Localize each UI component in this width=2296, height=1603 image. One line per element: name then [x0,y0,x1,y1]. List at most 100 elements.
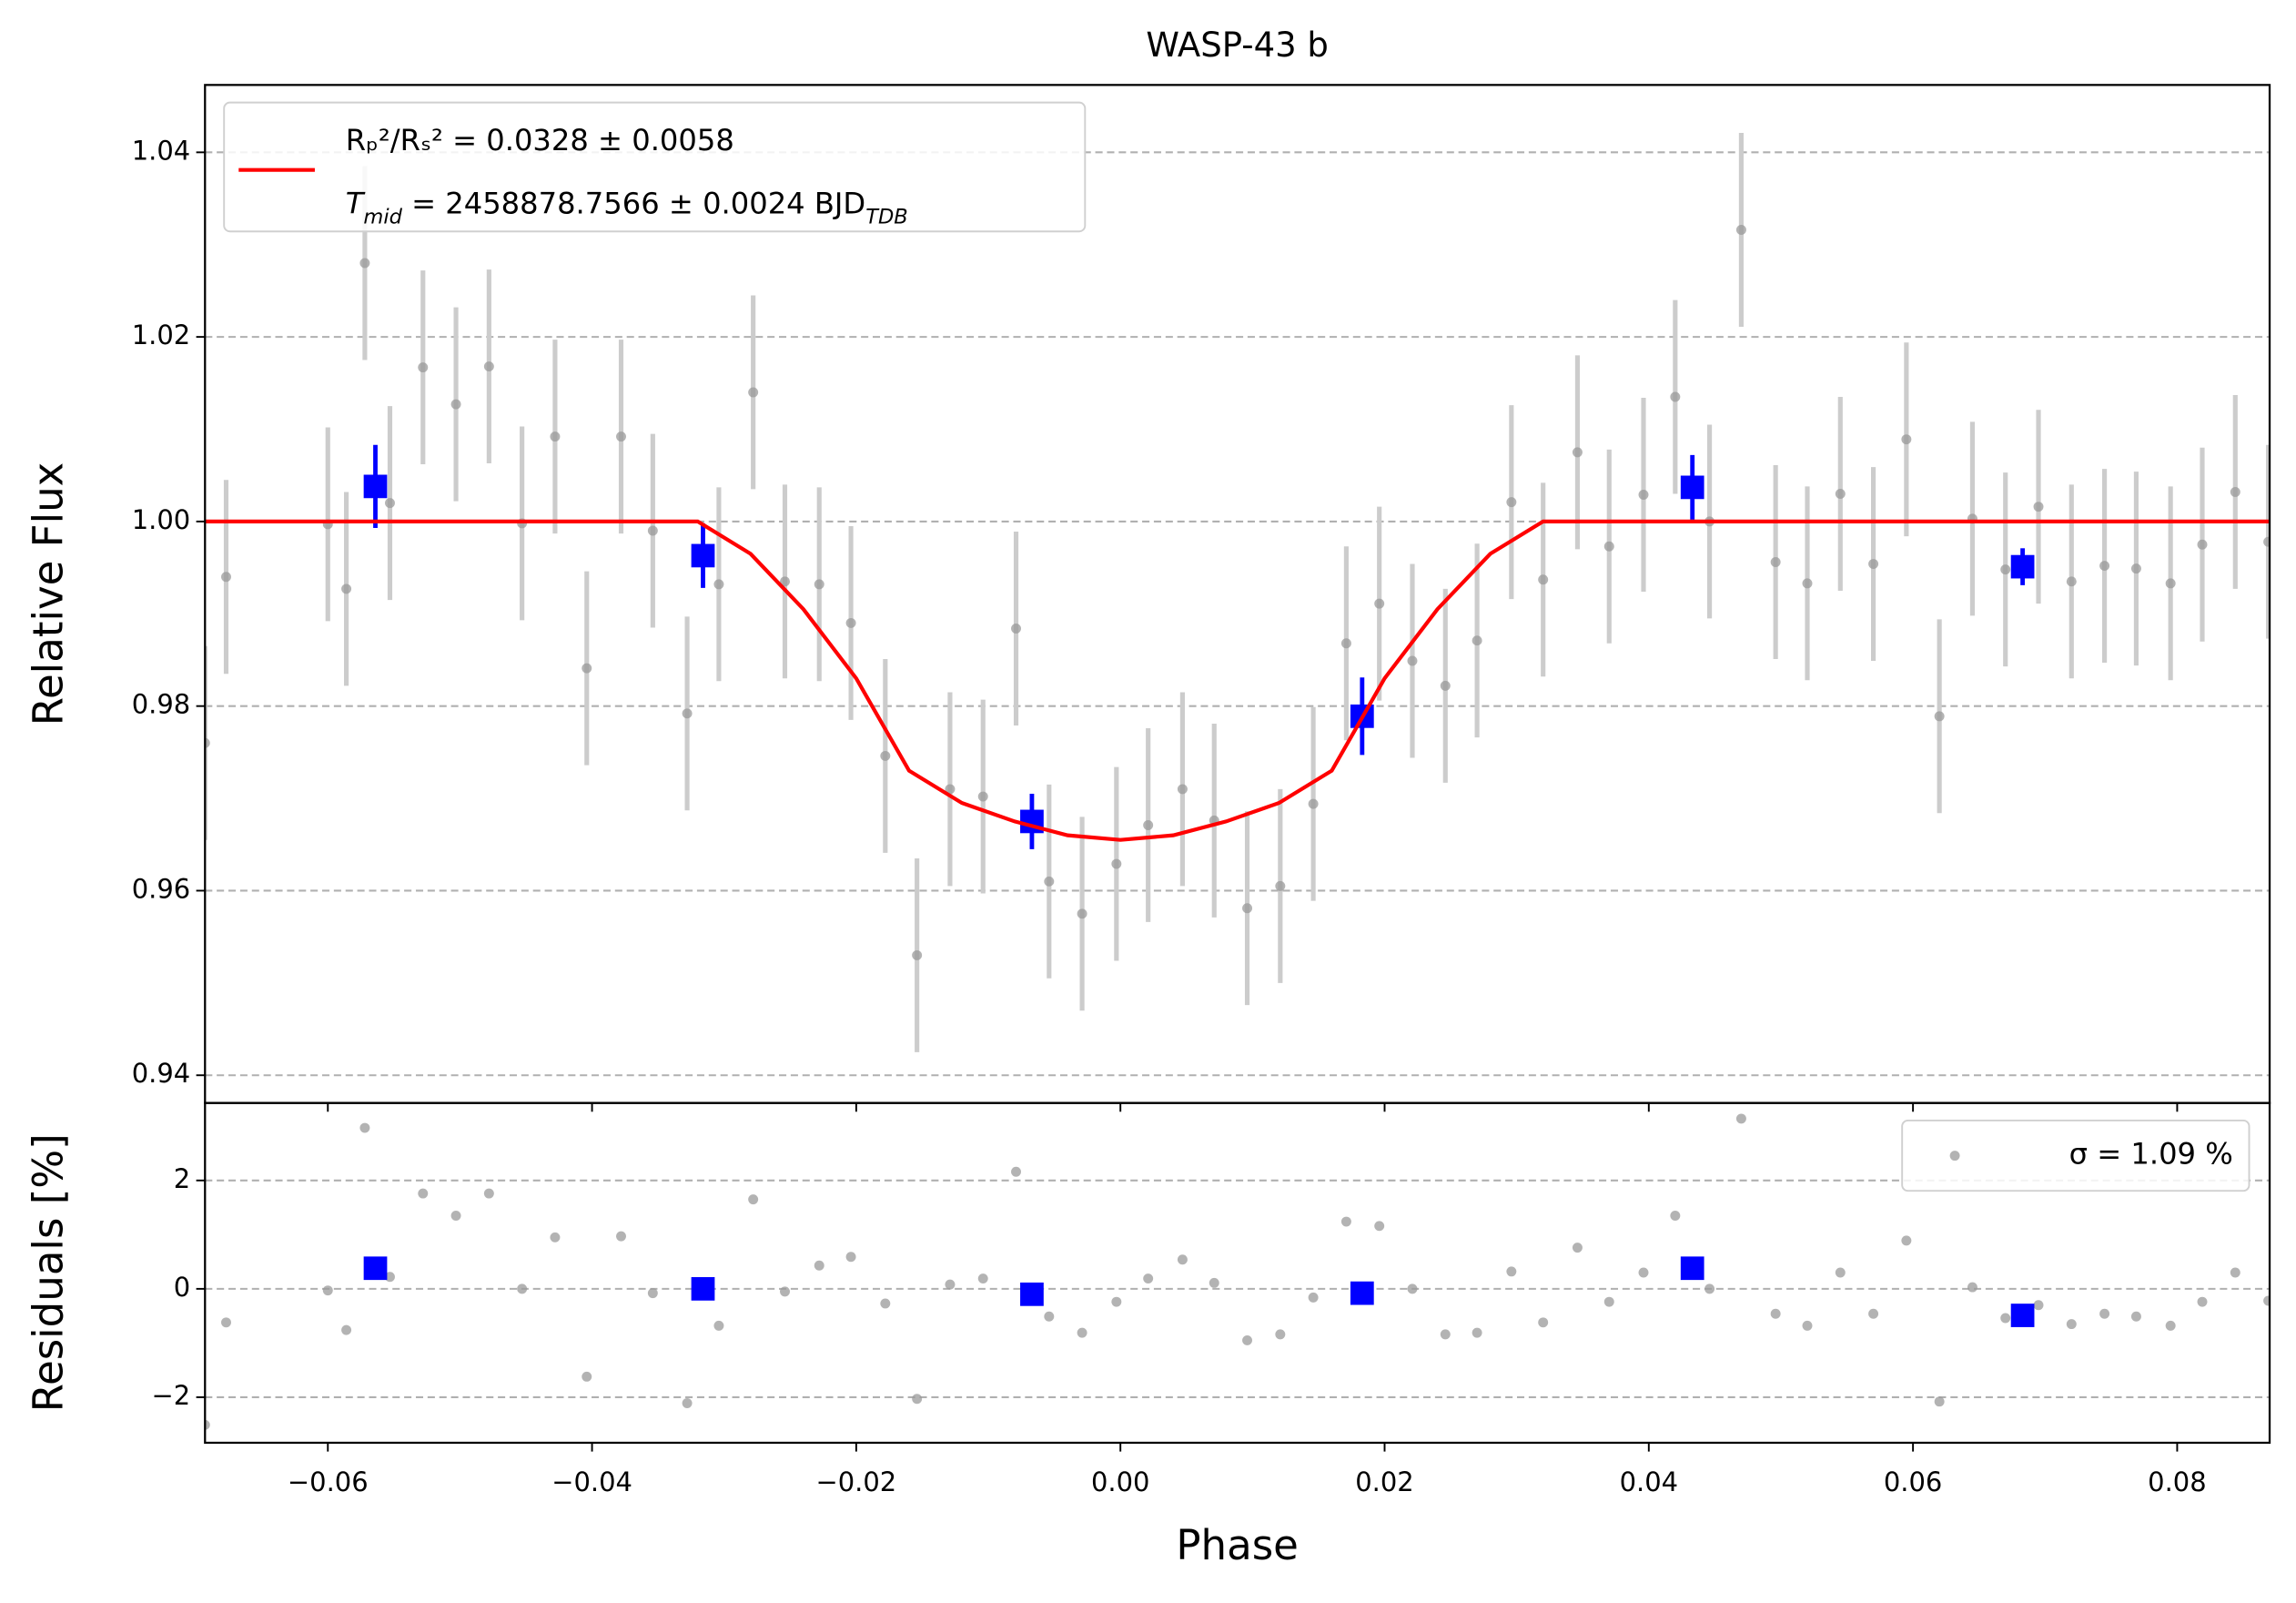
data-point [2000,564,2011,575]
data-point [977,791,988,802]
x-tick-label: 0.08 [2148,1466,2206,1497]
data-point [945,784,956,795]
x-tick-label: −0.06 [288,1466,369,1497]
data-point [1440,680,1451,691]
legend-box [1901,1119,2250,1192]
data-point [1802,578,1813,589]
data-point [517,1283,528,1294]
binned-point [1680,1256,1704,1281]
data-point [1770,557,1781,567]
data-point [1209,1277,1219,1288]
data-point [1934,1396,1945,1407]
data-point [1704,1283,1715,1294]
legend-label-part: mid [363,205,402,228]
binned-point [1020,1282,1044,1306]
data-point [748,1194,759,1205]
data-point [341,583,352,594]
data-point [1111,1296,1122,1307]
data-point [1044,1311,1055,1322]
data-point [205,1419,210,1430]
data-point [1440,1329,1451,1340]
x-tick-label: 0.06 [1884,1466,1942,1497]
data-point [1242,1334,1253,1345]
data-point [1011,1166,1021,1177]
data-point [1143,819,1154,830]
x-tick-label: 0.02 [1355,1466,1413,1497]
data-point [647,525,658,536]
axes-frame [204,84,2271,1104]
data-point [1603,1296,1614,1307]
data-point [2099,561,2110,572]
data-point [359,258,370,269]
data-point [1638,1267,1649,1278]
data-point [2033,502,2044,512]
data-point [418,362,429,373]
axes-frame [204,1101,2271,1445]
data-point [1638,490,1649,500]
legend-label: Rₚ²/Rₛ² = 0.0328 ± 0.0058 [346,123,734,157]
data-point [682,1398,693,1408]
data-point [616,431,626,442]
data-point [341,1324,352,1335]
data-point [221,1317,231,1328]
data-point [1572,1243,1583,1253]
data-point [682,708,693,719]
data-point [912,1394,923,1405]
legend-label-part: Rₚ²/Rₛ² = 0.0328 ± 0.0058 [346,123,734,157]
data-point [1868,559,1879,570]
data-point [1967,1282,1977,1293]
data-point [1472,635,1482,646]
data-point [1011,624,1021,634]
data-point [1572,447,1583,458]
data-point [2230,486,2240,497]
legend-label-part: T [346,186,366,220]
data-point [1538,574,1549,585]
data-point [2165,578,2176,589]
data-point [205,737,210,748]
x-tick-label: 0.00 [1091,1466,1149,1497]
data-point [2197,1296,2208,1307]
data-point [647,1288,658,1299]
data-point [1901,434,1912,445]
data-point [1506,1266,1517,1277]
legend-box [223,101,1087,233]
data-point [1603,541,1614,552]
data-point [1111,858,1122,869]
binned-point [363,474,388,499]
data-point [1374,598,1385,609]
data-point [1934,711,1945,722]
data-point [1177,784,1188,795]
data-point [483,361,494,372]
x-tick-label: 0.04 [1620,1466,1678,1497]
data-point [2066,576,2077,587]
data-point [880,750,891,761]
data-point [1242,903,1253,914]
data-point [2130,1311,2141,1322]
data-point [450,1211,461,1221]
data-point [483,1188,494,1199]
data-point [1143,1273,1154,1284]
legend-label-part: = 2458878.7566 ± 0.0024 BJD [402,186,865,220]
data-point [1835,1267,1846,1278]
data-point [977,1273,988,1284]
legend-label: Tmid = 2458878.7566 ± 0.0024 BJDTDB [346,186,908,228]
data-point [616,1231,626,1242]
data-point [1044,876,1055,887]
plot-area [205,133,2271,1052]
y-axis-label: Relative Flux [24,462,72,726]
data-point [1506,497,1517,508]
data-point [2263,1295,2271,1306]
data-point [945,1279,956,1290]
data-point [1077,1327,1087,1338]
data-point [2130,563,2141,574]
data-point [2165,1320,2176,1331]
data-point [2000,1313,2011,1324]
data-point [582,1371,592,1382]
y-tick-label: 0 [174,1272,190,1303]
binned-point [363,1256,388,1281]
y-tick-label: 2 [174,1163,190,1194]
data-point [2197,539,2208,550]
data-point [814,579,824,590]
data-point [748,387,759,398]
